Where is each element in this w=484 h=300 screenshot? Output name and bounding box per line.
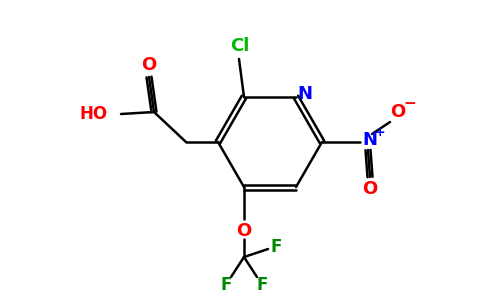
Text: F: F [270,238,282,256]
Text: F: F [257,276,268,294]
Text: −: − [404,97,416,112]
Text: N: N [363,131,378,149]
Text: N: N [298,85,313,103]
Text: +: + [375,125,385,139]
Text: O: O [141,56,157,74]
Text: O: O [391,103,406,121]
Text: F: F [220,276,232,294]
Text: Cl: Cl [230,37,250,55]
Text: O: O [363,180,378,198]
Text: O: O [236,222,252,240]
Text: HO: HO [80,105,108,123]
